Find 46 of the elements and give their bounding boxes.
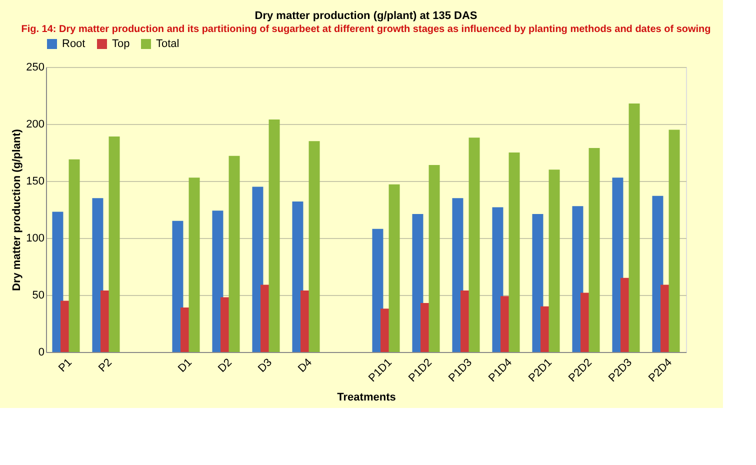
x-axis-title: Treatments [337, 392, 396, 404]
y-tick-label: 100 [26, 232, 44, 244]
bar [92, 198, 104, 352]
bar [372, 228, 384, 352]
y-tick-label: 150 [26, 176, 44, 188]
bar [108, 136, 120, 352]
bar [388, 184, 400, 352]
y-tick-label: 0 [38, 346, 44, 358]
bar [668, 130, 680, 352]
bar [308, 141, 320, 352]
bar [572, 206, 584, 352]
bar [612, 178, 624, 352]
x-tick-label: D3 [256, 356, 274, 375]
bar [268, 119, 280, 352]
bar [292, 202, 304, 352]
bar [172, 220, 184, 352]
y-tick-label: 200 [26, 118, 44, 130]
bar [212, 210, 224, 352]
bar [228, 156, 240, 352]
bar [628, 103, 640, 352]
y-axis-title: Dry matter production (g/plant) [11, 128, 24, 291]
legend-label: Total [156, 38, 180, 50]
bar [548, 170, 560, 352]
bar [652, 196, 664, 352]
bar [188, 178, 200, 352]
x-tick-label: D2 [216, 356, 234, 375]
legend-label: Top [112, 38, 130, 50]
chart-title: Dry matter production (g/plant) at 135 DAS [254, 10, 478, 22]
x-tick-label: D4 [296, 356, 314, 375]
y-tick-label: 50 [32, 290, 44, 302]
bar [588, 148, 600, 352]
bar [508, 152, 520, 352]
x-tick-label: P1 [56, 356, 74, 375]
bar [468, 138, 480, 352]
x-tick-label: P2 [96, 356, 114, 375]
bar [532, 214, 544, 352]
bar [52, 212, 64, 352]
bar [412, 214, 424, 352]
bar [68, 159, 80, 352]
y-tick-label: 250 [26, 62, 44, 74]
legend-label: Root [62, 38, 86, 50]
bar [428, 165, 440, 352]
caption: Fig. 14: Dry matter production and its partitioning of sugarbeet at different growth stages as influenced by planting methods and dates of sowing [21, 24, 711, 35]
x-tick-label: D1 [176, 356, 194, 375]
bar [492, 207, 504, 352]
bar [452, 198, 464, 352]
